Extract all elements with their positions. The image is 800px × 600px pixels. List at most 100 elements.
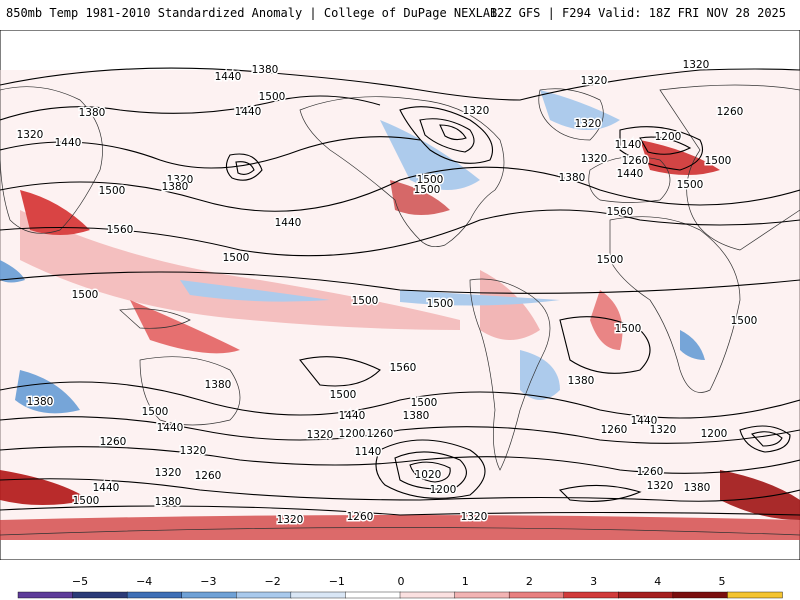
contour-label: 1320 [307,429,334,441]
contour-label: 1500 [411,397,438,409]
colorbar-bin [508,591,565,599]
contour-label: 1560 [390,362,417,374]
colorbar-bin [72,591,128,599]
contour-label: 1320 [463,105,490,117]
map-title: 850mb Temp 1981-2010 Standardized Anomal… [6,6,498,20]
north-america-coast [299,96,505,247]
colorbar-bin [345,591,401,599]
contour-label: 1560 [107,224,134,236]
colorbar-bins [17,591,783,599]
contour-label: 1200 [701,428,728,440]
contour-label: 1380 [403,410,430,422]
contour-label: 1320 [683,59,710,71]
colorbar: −5 −4 −3 −2 −1 0 1 2 3 4 5 [17,575,783,599]
contour-label: 1320 [180,445,207,457]
contour-label: 1500 [259,91,286,103]
contour-label: 1560 [607,206,634,218]
contour-label: 1500 [417,174,444,186]
contour-label: 1200 [430,484,457,496]
contour-label: 1500 [99,185,126,197]
contour-label: 1500 [427,298,454,310]
contour-label: 1260 [100,436,127,448]
colorbar-tick-label: 5 [719,575,726,588]
contour-label: 1320 [581,75,608,87]
contour-label: 1140 [355,446,382,458]
colorbar-bin [290,591,347,599]
africa-coast [609,216,741,393]
model-run-label: 12Z GFS | F294 Valid: 18Z FRI NOV 28 202… [489,6,786,20]
colorbar-tick-label: −4 [136,575,152,588]
contour-label: 1320 [167,174,194,186]
contour-label: 1260 [195,470,222,482]
contour-label: 1440 [617,168,644,180]
contour-label: 1260 [717,106,744,118]
contour-label: 1380 [559,172,586,184]
coastlines [0,84,800,536]
contour-label: 1380 [684,482,711,494]
contour-label: 1440 [631,415,658,427]
east-asia-coast [659,84,800,251]
contour-label: 1380 [162,181,189,193]
indonesia-coast [119,308,191,329]
contour-label: 1500 [72,289,99,301]
contour-label: 1440 [55,137,82,149]
contour-label: 1500 [414,184,441,196]
colorbar-bin [181,591,237,599]
colorbar-tick-label: −3 [200,575,216,588]
colorbar-bin [454,591,510,599]
anomaly-map: 1440138015001440138013201440132013801500… [0,30,800,560]
europe-coast [588,156,671,203]
asia-coast [0,86,103,234]
contour-label: 1500 [352,295,379,307]
contour-labels: 1440138015001440138013201440132013801500… [15,58,759,528]
colorbar-tick-label: −2 [264,575,280,588]
colorbar-tick-label: −5 [72,575,88,588]
colorbar-bin [399,591,456,599]
contour-label: 1440 [157,422,184,434]
contour-label: 1260 [622,155,649,167]
contour-label: 1320 [575,118,602,130]
contour-label: 1380 [568,375,595,387]
contour-label: 1320 [17,129,44,141]
contour-label: 1500 [615,323,642,335]
colorbar-ticks: −5 −4 −3 −2 −1 0 1 2 3 4 5 [72,575,726,588]
contour-label: 1200 [655,131,682,143]
colorbar-bin [618,591,674,599]
contour-label: 1380 [79,107,106,119]
colorbar-bin [17,591,74,599]
contour-label: 1020 [415,469,442,481]
colorbar-tick-label: 4 [654,575,661,588]
contour-label: 1200 [339,428,366,440]
contour-label: 1380 [205,379,232,391]
contour-label: 1320 [581,153,608,165]
colorbar-tick-label: 2 [526,575,533,588]
greenland-coast [538,88,604,141]
south-america-coast [469,278,551,471]
contour-label: 1260 [601,424,628,436]
colorbar-bin [236,591,292,599]
contour-label: 1500 [142,406,169,418]
contour-label: 1140 [615,139,642,151]
contour-label: 1320 [647,480,674,492]
contour-label: 1380 [27,396,54,408]
contour-label: 1440 [215,71,242,83]
contour-label: 1260 [347,511,374,523]
colorbar-bin [126,591,183,599]
contour-label: 1500 [330,389,357,401]
contour-label: 1500 [597,254,624,266]
contour-label: 1260 [637,466,664,478]
contour-label: 1440 [275,217,302,229]
contour-label: 1500 [73,495,100,507]
contour-label: 1320 [650,424,677,436]
contour-label: 1320 [461,511,488,523]
colorbar-tick-label: 0 [398,575,405,588]
height-contours [0,67,800,516]
contour-label: 1500 [731,315,758,327]
colorbar-bin [563,591,619,599]
contour-label: 1260 [367,428,394,440]
colorbar-bin [672,591,729,599]
contour-label: 1380 [155,496,182,508]
contour-label: 1500 [677,179,704,191]
contour-label: 1320 [155,467,182,479]
contour-label: 1440 [93,482,120,494]
